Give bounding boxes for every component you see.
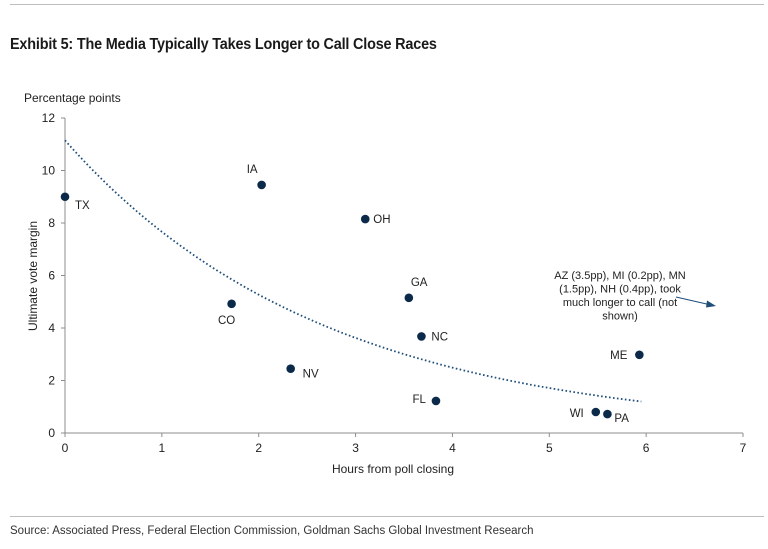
point-me bbox=[635, 350, 644, 360]
y-tick-label: 6 bbox=[48, 269, 55, 283]
point-label-tx: TX bbox=[75, 200, 90, 212]
point-label-fl: FL bbox=[413, 394, 427, 406]
y-axis-label: Ultimate vote margin bbox=[26, 221, 40, 331]
point-label-wi: WI bbox=[570, 408, 584, 420]
x-tick-label: 7 bbox=[740, 441, 747, 455]
y-tick-label: 4 bbox=[48, 321, 55, 335]
x-tick-label: 6 bbox=[643, 441, 650, 455]
annotation-group: AZ (3.5pp), MI (0.2pp), MN (1.5pp), NH (0… bbox=[554, 270, 716, 323]
point-label-oh: OH bbox=[373, 214, 390, 226]
point-fl bbox=[431, 396, 441, 406]
x-axis-label: Hours from poll closing bbox=[332, 462, 454, 476]
point-pa bbox=[603, 409, 612, 419]
point-ga bbox=[404, 293, 414, 303]
point-label-ia: IA bbox=[247, 164, 258, 176]
point-nc bbox=[417, 332, 426, 341]
annotation-line: much longer to call (not bbox=[563, 297, 677, 309]
unit-label: Percentage points bbox=[24, 91, 121, 105]
point-wi bbox=[591, 407, 601, 417]
x-tick-label: 0 bbox=[62, 441, 69, 455]
annotation-arrowhead bbox=[706, 300, 716, 308]
y-tick-label: 8 bbox=[48, 216, 55, 230]
x-tick-label: 5 bbox=[546, 441, 553, 455]
x-tick-label: 2 bbox=[255, 441, 262, 455]
annotation-line: (1.5pp), NH (0.4pp), took bbox=[559, 284, 681, 296]
point-label-pa: PA bbox=[614, 413, 629, 425]
top-rule bbox=[10, 4, 764, 5]
point-tx bbox=[60, 192, 70, 202]
source-note: Source: Associated Press, Federal Electi… bbox=[10, 525, 534, 537]
exhibit-title: Exhibit 5: The Media Typically Takes Lon… bbox=[10, 36, 437, 53]
trend-line bbox=[64, 139, 642, 403]
point-label-nv: NV bbox=[303, 369, 319, 381]
point-label-ga: GA bbox=[411, 277, 428, 289]
y-tick-label: 10 bbox=[42, 164, 56, 178]
point-co bbox=[227, 299, 236, 309]
annotation-line: AZ (3.5pp), MI (0.2pp), MN bbox=[554, 270, 685, 282]
point-ia bbox=[257, 180, 266, 190]
point-label-me: ME bbox=[610, 350, 628, 362]
points-group: TX IA OH CO GA NC NV FL WI PA ME bbox=[60, 164, 644, 425]
x-tick-label: 4 bbox=[449, 441, 456, 455]
annotation-line: shown) bbox=[602, 311, 637, 323]
annotation-arrow-line bbox=[675, 296, 712, 306]
point-label-nc: NC bbox=[431, 331, 448, 343]
point-oh bbox=[360, 214, 370, 224]
point-nv bbox=[286, 364, 295, 373]
x-tick-label: 1 bbox=[159, 441, 166, 455]
y-tick-label: 2 bbox=[48, 374, 55, 388]
x-tick-label: 3 bbox=[352, 441, 359, 455]
point-label-co: CO bbox=[218, 315, 235, 327]
y-tick-label: 0 bbox=[48, 426, 55, 440]
bottom-rule bbox=[10, 516, 764, 517]
y-tick-label: 12 bbox=[42, 111, 56, 125]
